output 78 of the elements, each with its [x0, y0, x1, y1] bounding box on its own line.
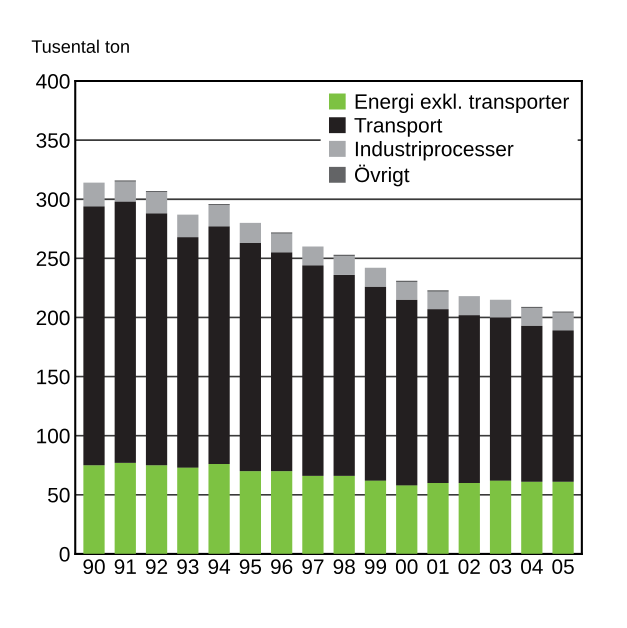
legend-label: Energi exkl. transporter — [356, 94, 570, 114]
bar — [208, 226, 230, 464]
bar — [177, 468, 198, 554]
bar — [334, 256, 355, 275]
bar — [83, 182, 105, 206]
bar — [364, 268, 386, 287]
bar — [302, 246, 324, 266]
y-tick-label: 150 — [37, 370, 70, 384]
bar — [208, 205, 230, 226]
x-tick-label: 98 — [334, 559, 355, 574]
bar — [114, 202, 136, 463]
legend-label: Övrigt — [354, 164, 410, 186]
x-tick-label: 93 — [177, 559, 198, 574]
bar — [552, 482, 574, 554]
bar — [396, 282, 418, 300]
bar — [334, 476, 355, 554]
bar — [208, 464, 230, 554]
bar — [271, 252, 292, 472]
bar — [177, 214, 198, 238]
x-tick-label: 96 — [271, 559, 292, 574]
y-tick-label: 0 — [60, 546, 70, 562]
y-tick-label: 200 — [36, 310, 70, 326]
bar — [114, 462, 136, 554]
x-tick-label: 99 — [364, 559, 386, 574]
x-tick-label: 91 — [114, 559, 136, 574]
x-tick-label: 02 — [458, 559, 480, 574]
x-tick-label: 90 — [83, 559, 105, 574]
bar — [177, 237, 198, 468]
bar — [427, 309, 449, 483]
bar — [521, 326, 542, 482]
legend-label: Transport — [354, 118, 442, 137]
bar — [490, 300, 512, 318]
x-tick-label: 92 — [146, 559, 168, 574]
bar — [114, 182, 136, 202]
x-tick-label: 04 — [521, 559, 543, 574]
y-tick-label: 50 — [48, 488, 70, 503]
x-tick-label: 03 — [490, 559, 512, 574]
bar — [552, 330, 574, 482]
legend-label: Industriprocesser — [356, 141, 514, 160]
bar — [271, 471, 292, 554]
bar — [396, 485, 418, 554]
y-tick-label: 250 — [36, 251, 70, 266]
bar — [334, 274, 355, 476]
x-tick-label: 00 — [396, 559, 418, 574]
x-tick-label: 94 — [208, 559, 230, 574]
bar — [146, 465, 168, 554]
bar — [458, 315, 480, 483]
y-tick-label: 100 — [37, 428, 70, 444]
bar — [427, 291, 449, 310]
bar — [83, 206, 105, 466]
y-tick-label: 300 — [36, 192, 70, 207]
y-axis-title: Tusental ton — [32, 40, 129, 53]
y-tick-label: 400 — [36, 74, 70, 89]
bar — [146, 192, 168, 214]
bar — [271, 234, 292, 252]
y-tick-label: 350 — [36, 133, 70, 148]
bar — [302, 265, 324, 476]
bar — [302, 476, 324, 554]
bar — [458, 482, 480, 554]
bar — [396, 300, 418, 486]
bar — [427, 482, 449, 554]
x-tick-label: 01 — [427, 559, 449, 574]
bar — [364, 286, 386, 481]
bar — [458, 296, 480, 316]
bar — [240, 471, 261, 554]
bar — [521, 482, 542, 554]
x-tick-label: 05 — [552, 559, 574, 574]
bar — [490, 317, 512, 481]
bar — [552, 312, 574, 330]
bar — [521, 308, 542, 326]
x-tick-label: 95 — [240, 559, 262, 574]
bar — [240, 242, 261, 472]
bar — [240, 222, 261, 243]
bar — [490, 480, 512, 554]
bar — [146, 213, 168, 466]
bar — [83, 465, 105, 554]
x-tick-label: 97 — [302, 559, 324, 574]
bar — [364, 480, 386, 554]
